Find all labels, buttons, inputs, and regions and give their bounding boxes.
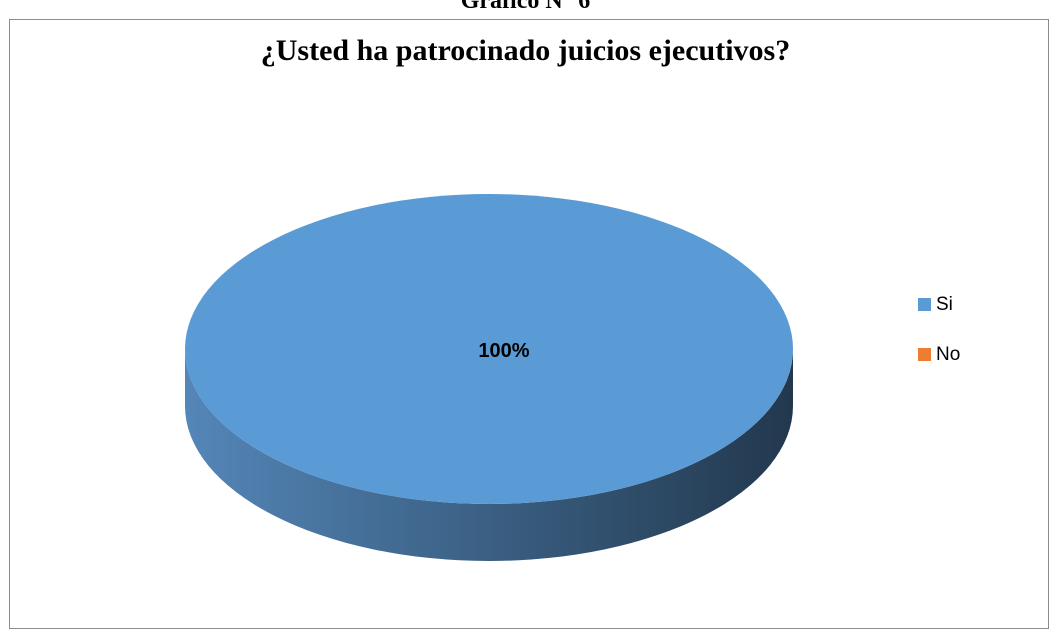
- legend-swatch-no: [918, 348, 931, 361]
- legend-item-no: No: [918, 341, 960, 368]
- pie-slice-si: [185, 194, 793, 504]
- chart-title: ¿Usted ha patrocinado juicios ejecutivos…: [260, 34, 791, 67]
- legend-swatch-si: [918, 298, 931, 311]
- legend-label-no: No: [936, 343, 961, 365]
- legend: Si No: [918, 291, 960, 391]
- figure-caption: Gráfico N° 6: [460, 0, 591, 14]
- legend-label-si: Si: [936, 293, 953, 315]
- pie-side-wall: [185, 349, 793, 561]
- legend-item-si: Si: [918, 291, 960, 318]
- data-label-si: 100%: [478, 340, 529, 362]
